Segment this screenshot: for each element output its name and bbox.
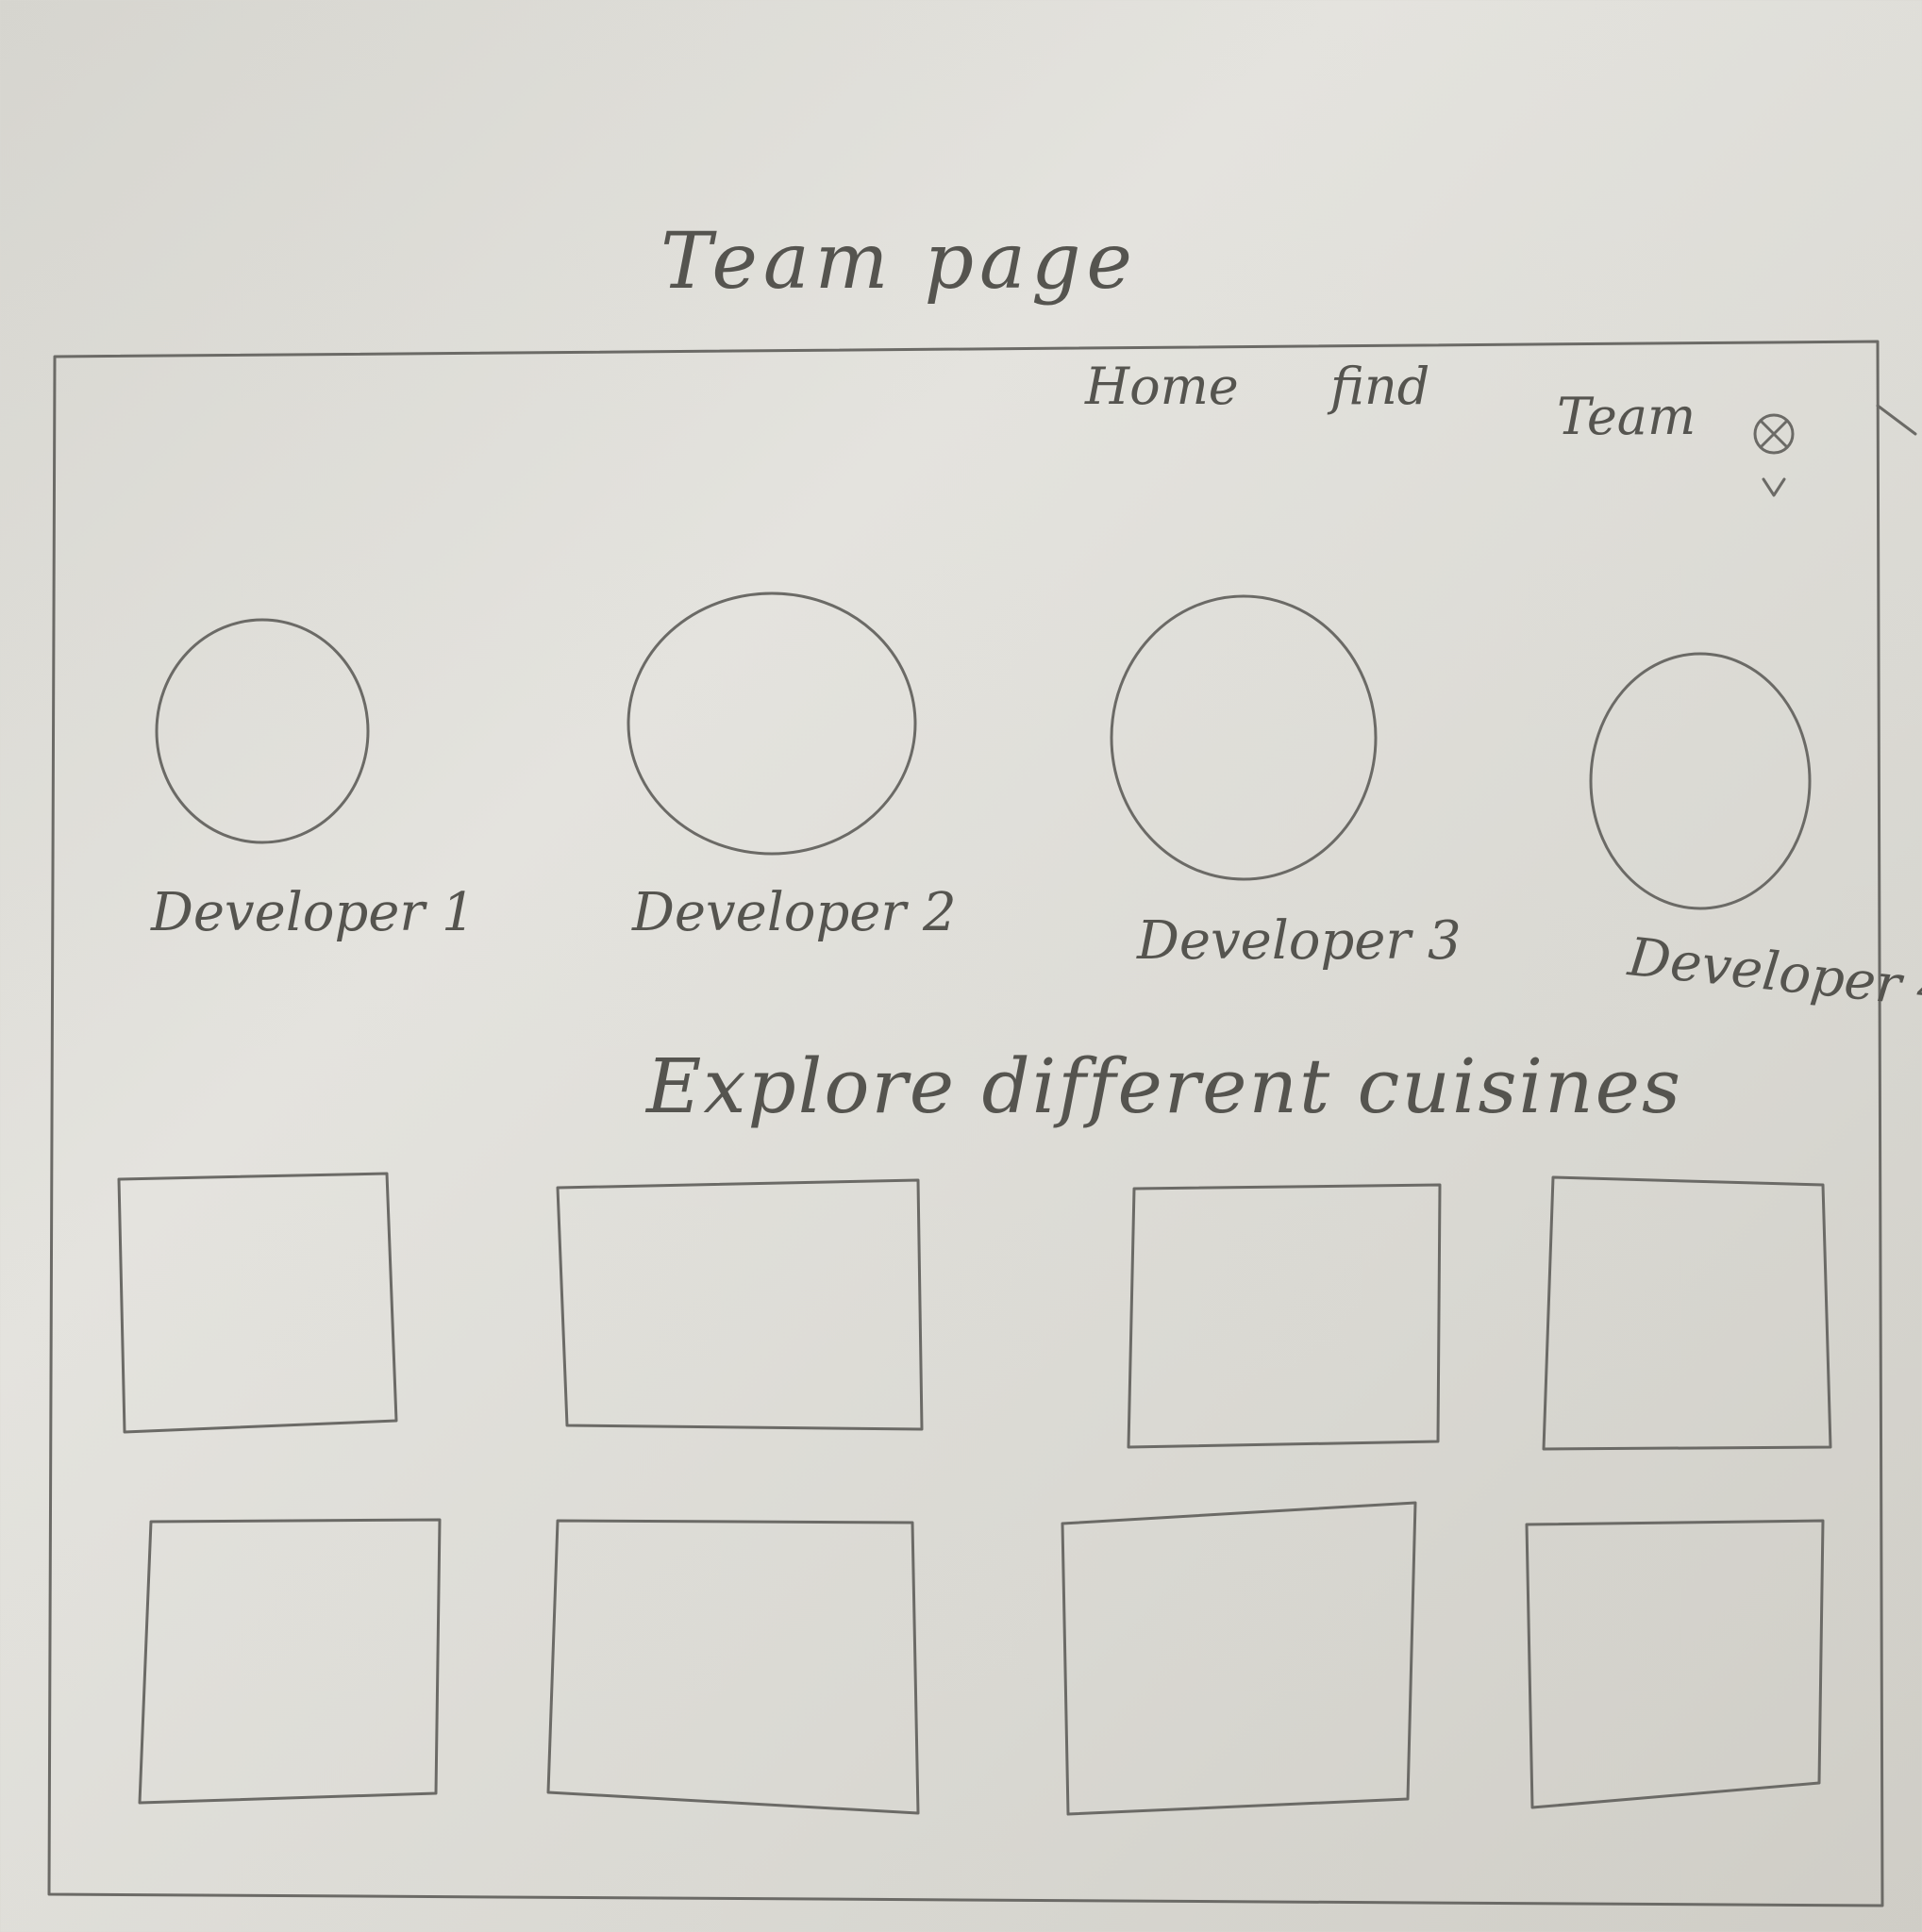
developer-1-name: Developer 1	[151, 882, 476, 943]
developer-2-avatar	[627, 591, 917, 856]
cuisine-card[interactable]	[1055, 1495, 1423, 1821]
cuisine-card[interactable]	[552, 1174, 929, 1439]
cuisine-card[interactable]	[132, 1514, 448, 1811]
section-heading: Explore different cuisines	[646, 1042, 1683, 1130]
developer-3-name: Developer 3	[1137, 910, 1462, 972]
cuisine-card[interactable]	[1123, 1179, 1448, 1453]
cuisine-card[interactable]	[1519, 1507, 1830, 1819]
user-avatar-icon	[1753, 413, 1795, 455]
cuisine-card[interactable]	[543, 1509, 929, 1821]
developer-2-name: Developer 2	[632, 882, 957, 943]
cuisine-card[interactable]	[111, 1168, 404, 1441]
developer-1-avatar	[155, 618, 370, 844]
page-title: Team page	[660, 217, 1138, 307]
developer-3-avatar	[1110, 594, 1378, 881]
nav-team-link[interactable]: Team	[1557, 387, 1696, 446]
chevron-down-icon	[1762, 477, 1786, 497]
developer-4-avatar	[1589, 652, 1812, 910]
cuisine-card[interactable]	[1536, 1170, 1838, 1457]
nav-home-link[interactable]: Home	[1085, 357, 1239, 416]
nav-find-link[interactable]: find	[1330, 357, 1430, 416]
user-menu-button[interactable]	[1750, 406, 1797, 509]
